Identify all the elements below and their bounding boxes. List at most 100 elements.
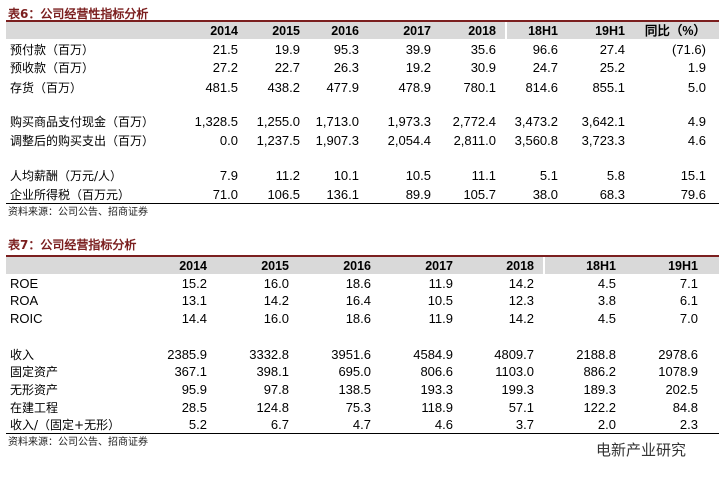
row-label: ROE [10, 276, 39, 291]
column-header: 2015 [261, 259, 289, 273]
row-label: 企业所得税（百万元） [10, 188, 131, 202]
top-rule [6, 255, 719, 257]
top-rule [6, 20, 719, 22]
cell: 2188.8 [576, 347, 616, 362]
cell: 1,255.0 [256, 114, 300, 129]
cell: 398.1 [256, 364, 289, 379]
cell: 71.0 [212, 187, 238, 202]
cell: 95.3 [333, 42, 359, 57]
cell: 28.5 [181, 400, 207, 415]
cell: 5.2 [188, 417, 207, 432]
cell: 367.1 [174, 364, 207, 379]
cell: 3332.8 [249, 347, 289, 362]
cell: 18.6 [345, 276, 371, 291]
column-header: 18H1 [528, 24, 558, 38]
cell: 2,054.4 [387, 133, 431, 148]
row-label: 购买商品支付现金（百万） [10, 115, 155, 129]
cell: 1,237.5 [256, 133, 300, 148]
cell: 4809.7 [494, 347, 534, 362]
cell: 14.4 [181, 311, 207, 326]
column-split [505, 22, 507, 39]
cell: 2978.6 [658, 347, 698, 362]
cell: 14.2 [263, 293, 289, 308]
watermark: 电新产业研究 [596, 441, 687, 459]
cell: 15.1 [680, 168, 706, 183]
cell: 39.9 [405, 42, 431, 57]
cell: 95.9 [181, 382, 207, 397]
cell: 4.5 [597, 276, 616, 291]
cell: 1.9 [687, 60, 706, 75]
row-label: 收入/（固定+无形） [10, 418, 121, 432]
cell: 10.5 [427, 293, 453, 308]
cell: 6.7 [270, 417, 289, 432]
column-header: 同比（%） [644, 24, 706, 38]
cell: 477.9 [326, 80, 359, 95]
cell: 3.8 [597, 293, 616, 308]
cell: 4.5 [597, 311, 616, 326]
cell: 4.9 [687, 114, 706, 129]
cell: 122.2 [583, 400, 616, 415]
cell: 1,328.5 [194, 114, 238, 129]
cell: 14.2 [508, 311, 534, 326]
cell: 96.6 [532, 42, 558, 57]
cell: 806.6 [420, 364, 453, 379]
cell: 27.4 [599, 42, 625, 57]
row-label: 存货（百万） [10, 81, 83, 95]
cell: 124.8 [256, 400, 289, 415]
cell: 4.6 [687, 133, 706, 148]
cell: 481.5 [205, 80, 238, 95]
cell: 695.0 [338, 364, 371, 379]
cell: 79.6 [680, 187, 706, 202]
column-header: 2014 [210, 24, 238, 38]
cell: 13.1 [181, 293, 207, 308]
column-header: 2016 [343, 259, 371, 273]
cell: 5.0 [687, 80, 706, 95]
table-title: 表7：公司经营指标分析 [8, 238, 137, 252]
column-header: 18H1 [586, 259, 616, 273]
cell: 10.1 [333, 168, 359, 183]
column-header: 19H1 [668, 259, 698, 273]
row-label: 预收款（百万） [10, 61, 95, 75]
cell: 11.1 [471, 168, 496, 183]
row-label: 预付款（百万） [10, 43, 95, 57]
cell: 7.0 [679, 311, 698, 326]
row-label: ROIC [10, 311, 43, 326]
cell: 10.5 [405, 168, 431, 183]
cell: 11.9 [428, 276, 453, 291]
cell: 89.9 [405, 187, 431, 202]
cell: 16.0 [263, 311, 289, 326]
cell: 4.6 [434, 417, 453, 432]
cell: 199.3 [501, 382, 534, 397]
cell: 106.5 [267, 187, 300, 202]
cell: 38.0 [532, 187, 558, 202]
cell: 11.2 [275, 168, 300, 183]
column-header: 2018 [468, 24, 496, 38]
row-label: 在建工程 [10, 401, 59, 415]
cell: 1,713.0 [315, 114, 359, 129]
source: 资料来源：公司公告、招商证券 [8, 207, 148, 218]
cell: 1103.0 [495, 364, 534, 379]
cell: 3,473.2 [514, 114, 558, 129]
cell: 12.3 [508, 293, 534, 308]
bottom-rule [6, 203, 719, 204]
cell: 3,723.3 [581, 133, 625, 148]
column-header: 2017 [403, 24, 431, 38]
cell: 3,560.8 [514, 133, 558, 148]
cell: 193.3 [420, 382, 453, 397]
cell: 22.7 [274, 60, 300, 75]
cell: 2,811.0 [453, 133, 496, 148]
header-band [6, 257, 719, 274]
row-label: 人均薪酬（万元/人） [10, 169, 123, 183]
cell: 7.1 [679, 276, 698, 291]
cell: 19.2 [405, 60, 431, 75]
cell: 138.5 [338, 382, 371, 397]
cell: 3,642.1 [581, 114, 625, 129]
cell: 5.8 [606, 168, 625, 183]
cell: 18.6 [345, 311, 371, 326]
cell: 4.7 [352, 417, 371, 432]
cell: 2385.9 [167, 347, 207, 362]
cell: 5.1 [539, 168, 558, 183]
cell: 6.1 [679, 293, 698, 308]
cell: 75.3 [345, 400, 371, 415]
cell: 1,973.3 [387, 114, 431, 129]
